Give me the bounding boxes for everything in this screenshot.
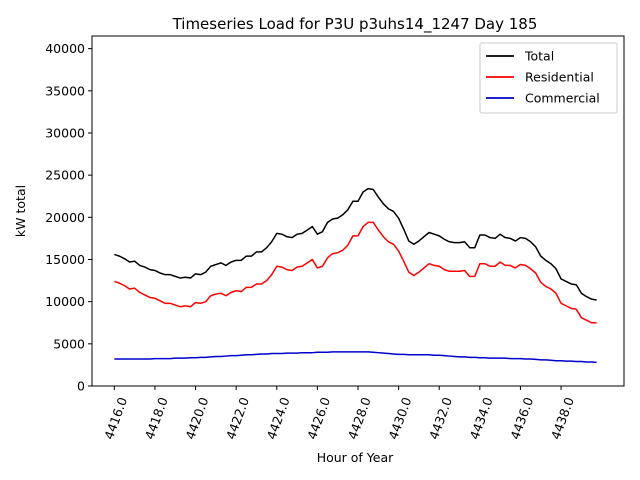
y-tick-label: 30000 — [45, 125, 85, 140]
series-lines — [114, 187, 597, 364]
y-tick-label: 10000 — [45, 294, 85, 309]
legend: Total Residential Commercial — [479, 42, 618, 114]
x-axis-label: Hour of Year — [317, 450, 394, 465]
y-axis-ticks: 0 5000 10000 15000 20000 25000 30000 35000 40000 — [45, 41, 92, 394]
legend-label-commercial: Commercial — [525, 91, 600, 106]
chart-title: Timeseries Load for P3U p3uhs14_1247 Day… — [172, 15, 538, 34]
y-tick-label: 35000 — [45, 83, 85, 98]
y-tick-label: 25000 — [45, 168, 85, 183]
series-line-commercial — [114, 351, 597, 364]
y-tick-label: 20000 — [45, 210, 85, 225]
series-line-total — [114, 187, 597, 301]
legend-box — [479, 42, 618, 114]
legend-label-total: Total — [524, 49, 554, 64]
legend-label-residential: Residential — [525, 70, 594, 85]
y-axis-label: kW total — [13, 185, 28, 237]
y-tick-label: 5000 — [53, 336, 85, 351]
y-tick-label: 15000 — [45, 252, 85, 267]
y-tick-label: 40000 — [45, 41, 85, 56]
y-tick-label: 0 — [77, 379, 85, 394]
series-line-residential — [114, 221, 597, 324]
